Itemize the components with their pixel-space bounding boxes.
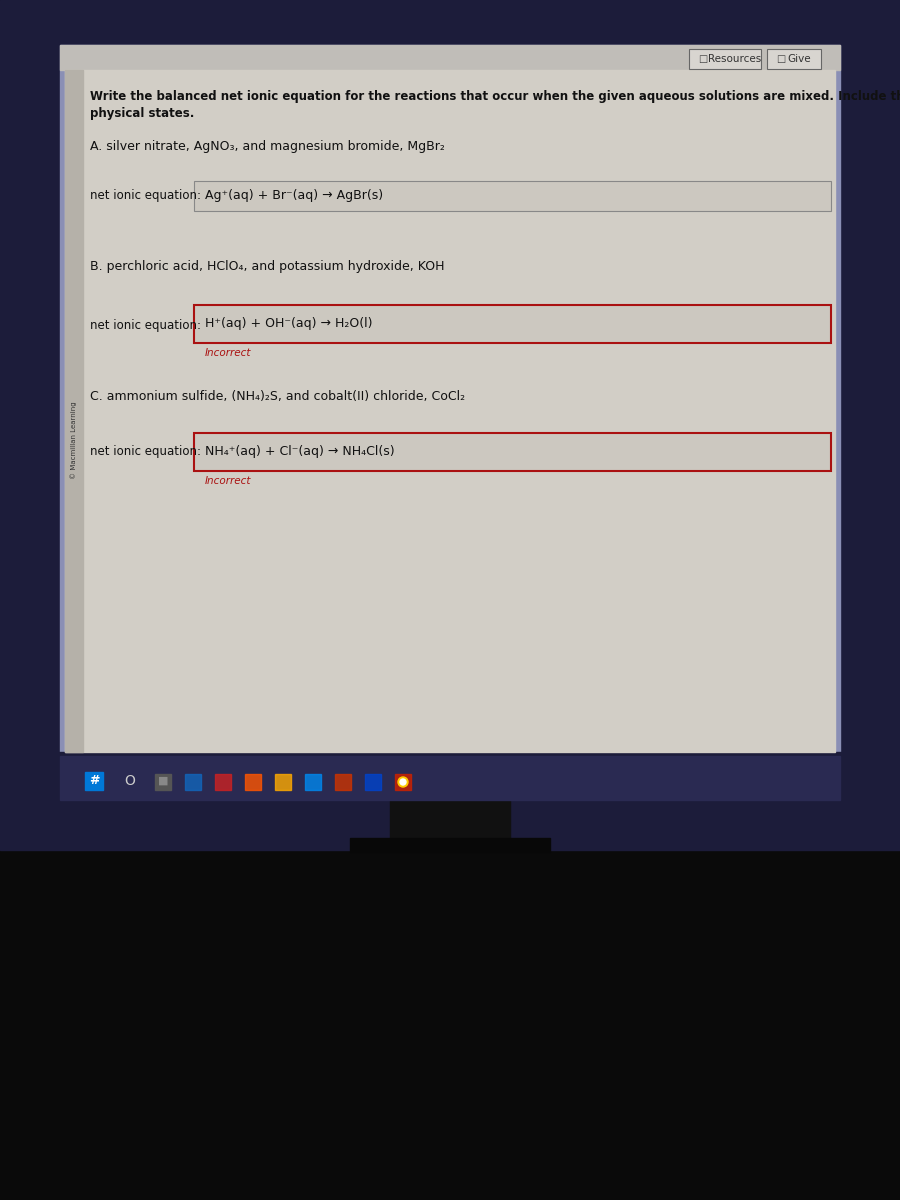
Text: net ionic equation:: net ionic equation: (90, 188, 201, 202)
Bar (335, 774, 351, 790)
Text: ■: ■ (158, 776, 168, 786)
Bar (60, 756, 840, 800)
Text: © Macmillan Learning: © Macmillan Learning (71, 401, 77, 479)
Bar (185, 774, 201, 790)
Text: Incorrect: Incorrect (205, 476, 251, 486)
Text: net ionic equation:: net ionic equation: (90, 318, 201, 331)
Text: physical states.: physical states. (90, 107, 194, 120)
Bar (395, 774, 411, 790)
Text: □: □ (698, 54, 707, 64)
Text: □: □ (776, 54, 785, 64)
Text: A. silver nitrate, AgNO₃, and magnesium bromide, MgBr₂: A. silver nitrate, AgNO₃, and magnesium … (90, 140, 445, 152)
FancyBboxPatch shape (194, 433, 831, 470)
Text: net ionic equation:: net ionic equation: (90, 445, 201, 458)
Bar (85, 772, 103, 790)
Bar (65, 70, 835, 752)
Bar (60, 44, 840, 755)
Bar (215, 774, 231, 790)
Text: C. ammonium sulfide, (NH₄)₂S, and cobalt(II) chloride, CoCl₂: C. ammonium sulfide, (NH₄)₂S, and cobalt… (90, 390, 465, 403)
Bar (65, 70, 83, 752)
Bar (0, 0, 900, 820)
FancyBboxPatch shape (194, 305, 831, 343)
Text: Incorrect: Incorrect (205, 348, 251, 358)
FancyBboxPatch shape (689, 49, 761, 68)
Bar (275, 774, 291, 790)
Text: H⁺(aq) + OH⁻(aq) → H₂O(l): H⁺(aq) + OH⁻(aq) → H₂O(l) (205, 318, 373, 330)
Circle shape (398, 778, 408, 787)
Bar (60, 44, 840, 70)
FancyBboxPatch shape (194, 181, 831, 211)
Bar (365, 774, 381, 790)
Text: O: O (124, 774, 135, 788)
Text: Resources: Resources (708, 54, 761, 64)
Text: Write the balanced net ionic equation for the reactions that occur when the give: Write the balanced net ionic equation fo… (90, 90, 900, 103)
Bar (0, 752, 900, 850)
Text: #: # (89, 774, 99, 787)
FancyBboxPatch shape (767, 49, 821, 68)
Bar (305, 774, 321, 790)
Bar (155, 774, 171, 790)
Text: Give: Give (787, 54, 811, 64)
Bar (0, 800, 900, 1200)
Circle shape (400, 779, 406, 785)
Text: Ag⁺(aq) + Br⁻(aq) → AgBr(s): Ag⁺(aq) + Br⁻(aq) → AgBr(s) (205, 188, 383, 202)
Bar (350, 838, 550, 852)
Bar (390, 800, 510, 842)
Text: NH₄⁺(aq) + Cl⁻(aq) → NH₄Cl(s): NH₄⁺(aq) + Cl⁻(aq) → NH₄Cl(s) (205, 445, 394, 458)
Text: B. perchloric acid, HClO₄, and potassium hydroxide, KOH: B. perchloric acid, HClO₄, and potassium… (90, 260, 445, 272)
Bar (245, 774, 261, 790)
